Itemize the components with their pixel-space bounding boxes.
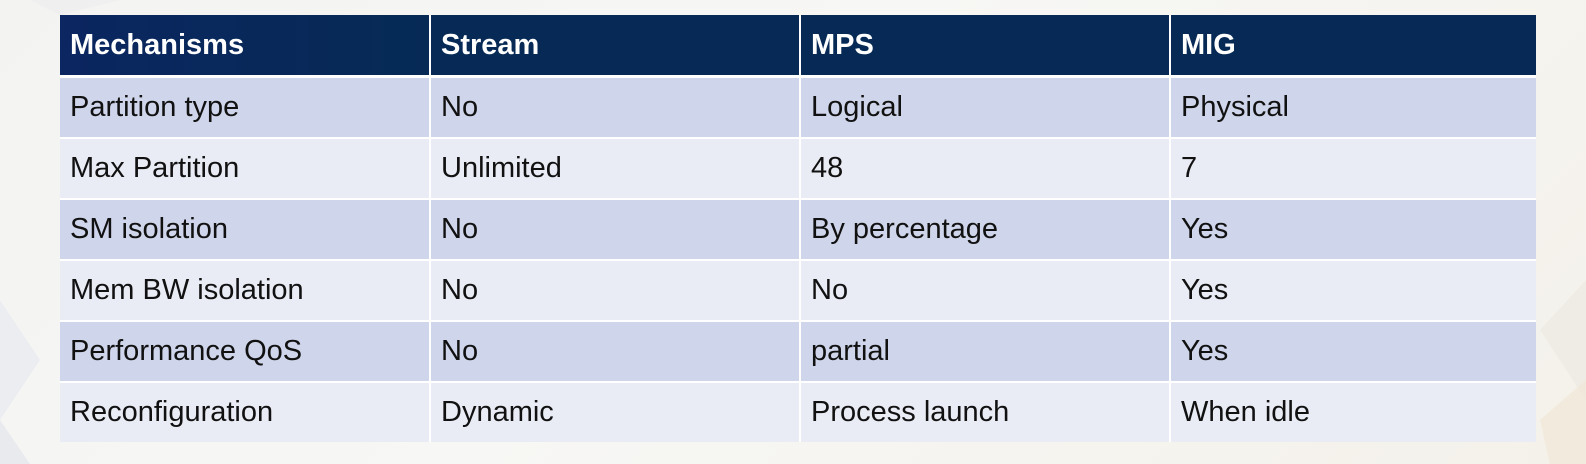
- cell-stream: No: [431, 200, 801, 261]
- cell-mig: 7: [1171, 139, 1536, 200]
- cell-mps: Logical: [801, 78, 1171, 139]
- cell-mps: 48: [801, 139, 1171, 200]
- cell-stream: Dynamic: [431, 383, 801, 442]
- header-mechanisms: Mechanisms: [60, 15, 431, 78]
- row-label-performance-qos: Performance QoS: [60, 322, 431, 383]
- table-row: Performance QoS No partial Yes: [60, 322, 1536, 383]
- cell-stream: No: [431, 78, 801, 139]
- cell-mps: No: [801, 261, 1171, 322]
- header-mps: MPS: [801, 15, 1171, 78]
- gpu-sharing-comparison-table: Mechanisms Stream MPS MIG Partition type…: [60, 15, 1536, 442]
- header-stream: Stream: [431, 15, 801, 78]
- cell-mps: partial: [801, 322, 1171, 383]
- table-row: Reconfiguration Dynamic Process launch W…: [60, 383, 1536, 442]
- row-label-max-partition: Max Partition: [60, 139, 431, 200]
- row-label-sm-isolation: SM isolation: [60, 200, 431, 261]
- table-row: SM isolation No By percentage Yes: [60, 200, 1536, 261]
- row-label-mem-bw-isolation: Mem BW isolation: [60, 261, 431, 322]
- table-row: Mem BW isolation No No Yes: [60, 261, 1536, 322]
- cell-mig: Yes: [1171, 261, 1536, 322]
- cell-stream: No: [431, 261, 801, 322]
- table-row: Max Partition Unlimited 48 7: [60, 139, 1536, 200]
- cell-mig: Yes: [1171, 322, 1536, 383]
- cell-mps: Process launch: [801, 383, 1171, 442]
- header-mig: MIG: [1171, 15, 1536, 78]
- table-row: Partition type No Logical Physical: [60, 78, 1536, 139]
- table-header-row: Mechanisms Stream MPS MIG: [60, 15, 1536, 78]
- comparison-table-container: Mechanisms Stream MPS MIG Partition type…: [60, 15, 1536, 442]
- cell-stream: No: [431, 322, 801, 383]
- cell-mig: Physical: [1171, 78, 1536, 139]
- cell-mps: By percentage: [801, 200, 1171, 261]
- cell-stream: Unlimited: [431, 139, 801, 200]
- cell-mig: Yes: [1171, 200, 1536, 261]
- row-label-reconfiguration: Reconfiguration: [60, 383, 431, 442]
- row-label-partition-type: Partition type: [60, 78, 431, 139]
- cell-mig: When idle: [1171, 383, 1536, 442]
